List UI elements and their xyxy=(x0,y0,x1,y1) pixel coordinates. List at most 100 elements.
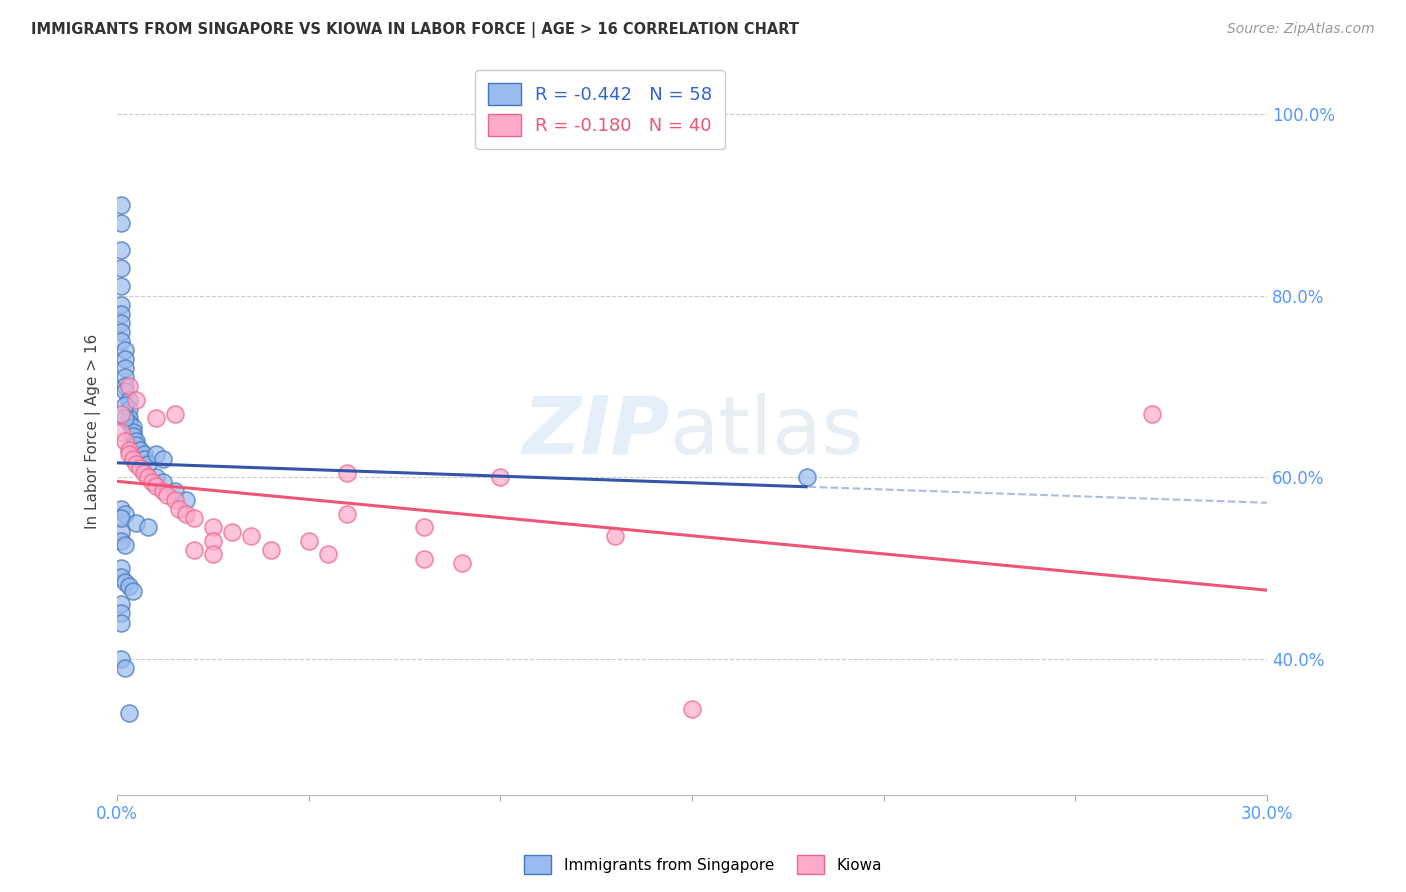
Text: atlas: atlas xyxy=(669,392,863,471)
Point xyxy=(121,583,143,598)
Point xyxy=(259,542,281,557)
Point xyxy=(605,529,627,543)
Point xyxy=(110,243,132,257)
Point xyxy=(118,579,141,593)
Point xyxy=(110,533,132,548)
Point xyxy=(156,488,179,502)
Text: IMMIGRANTS FROM SINGAPORE VS KIOWA IN LABOR FORCE | AGE > 16 CORRELATION CHART: IMMIGRANTS FROM SINGAPORE VS KIOWA IN LA… xyxy=(31,22,799,38)
Point xyxy=(152,452,174,467)
Point xyxy=(202,548,225,562)
Point xyxy=(125,434,148,448)
Point xyxy=(240,529,263,543)
Point xyxy=(129,461,152,475)
Point xyxy=(121,429,143,443)
Point xyxy=(121,425,143,439)
Point xyxy=(336,507,359,521)
Point xyxy=(202,533,225,548)
Point xyxy=(202,520,225,534)
Point xyxy=(163,483,186,498)
Point xyxy=(125,457,148,471)
Point xyxy=(118,379,141,393)
Point xyxy=(174,507,197,521)
Point xyxy=(183,542,205,557)
Point xyxy=(118,402,141,417)
Point xyxy=(110,298,132,312)
Point xyxy=(145,448,167,462)
Point xyxy=(118,442,141,457)
Point xyxy=(132,466,155,480)
Point xyxy=(681,702,703,716)
Point xyxy=(110,407,132,421)
Point xyxy=(110,607,132,621)
Point xyxy=(110,561,132,575)
Point xyxy=(118,448,141,462)
Point xyxy=(110,524,132,539)
Point xyxy=(221,524,243,539)
Point xyxy=(136,457,159,471)
Point xyxy=(145,479,167,493)
Point xyxy=(136,470,159,484)
Point xyxy=(118,706,141,721)
Point xyxy=(121,452,143,467)
Point xyxy=(114,398,136,412)
Point xyxy=(163,407,186,421)
Point xyxy=(114,507,136,521)
Point xyxy=(114,434,136,448)
Point xyxy=(110,615,132,630)
Point xyxy=(451,557,474,571)
Point xyxy=(114,370,136,384)
Point xyxy=(1140,407,1163,421)
Point xyxy=(118,392,141,407)
Point xyxy=(114,379,136,393)
Point xyxy=(136,520,159,534)
Point xyxy=(145,411,167,425)
Point xyxy=(167,502,190,516)
Point xyxy=(141,475,163,489)
Point xyxy=(114,352,136,367)
Point xyxy=(183,511,205,525)
Y-axis label: In Labor Force | Age > 16: In Labor Force | Age > 16 xyxy=(86,334,101,530)
Point xyxy=(110,598,132,612)
Point xyxy=(110,570,132,584)
Point xyxy=(152,483,174,498)
Point xyxy=(114,384,136,398)
Point xyxy=(110,334,132,348)
Point xyxy=(412,520,434,534)
Point xyxy=(114,574,136,589)
Point xyxy=(298,533,321,548)
Point xyxy=(336,466,359,480)
Point xyxy=(316,548,339,562)
Point xyxy=(110,279,132,293)
Point xyxy=(114,361,136,376)
Legend: Immigrants from Singapore, Kiowa: Immigrants from Singapore, Kiowa xyxy=(517,849,889,880)
Point xyxy=(110,307,132,321)
Point xyxy=(110,652,132,666)
Point xyxy=(145,470,167,484)
Point xyxy=(110,316,132,330)
Text: ZIP: ZIP xyxy=(522,392,669,471)
Point xyxy=(129,442,152,457)
Point xyxy=(110,511,132,525)
Point xyxy=(114,661,136,675)
Point xyxy=(121,420,143,434)
Point xyxy=(110,198,132,212)
Point xyxy=(118,411,141,425)
Point xyxy=(125,438,148,452)
Point xyxy=(114,538,136,552)
Point xyxy=(110,325,132,339)
Point xyxy=(118,416,141,430)
Point xyxy=(152,475,174,489)
Legend: R = -0.442   N = 58, R = -0.180   N = 40: R = -0.442 N = 58, R = -0.180 N = 40 xyxy=(475,70,724,149)
Text: Source: ZipAtlas.com: Source: ZipAtlas.com xyxy=(1227,22,1375,37)
Point xyxy=(110,502,132,516)
Point xyxy=(114,411,136,425)
Point xyxy=(412,552,434,566)
Point xyxy=(125,516,148,530)
Point xyxy=(132,448,155,462)
Point xyxy=(110,425,132,439)
Point xyxy=(132,452,155,467)
Point xyxy=(174,492,197,507)
Point xyxy=(110,261,132,276)
Point xyxy=(796,470,818,484)
Point xyxy=(114,343,136,357)
